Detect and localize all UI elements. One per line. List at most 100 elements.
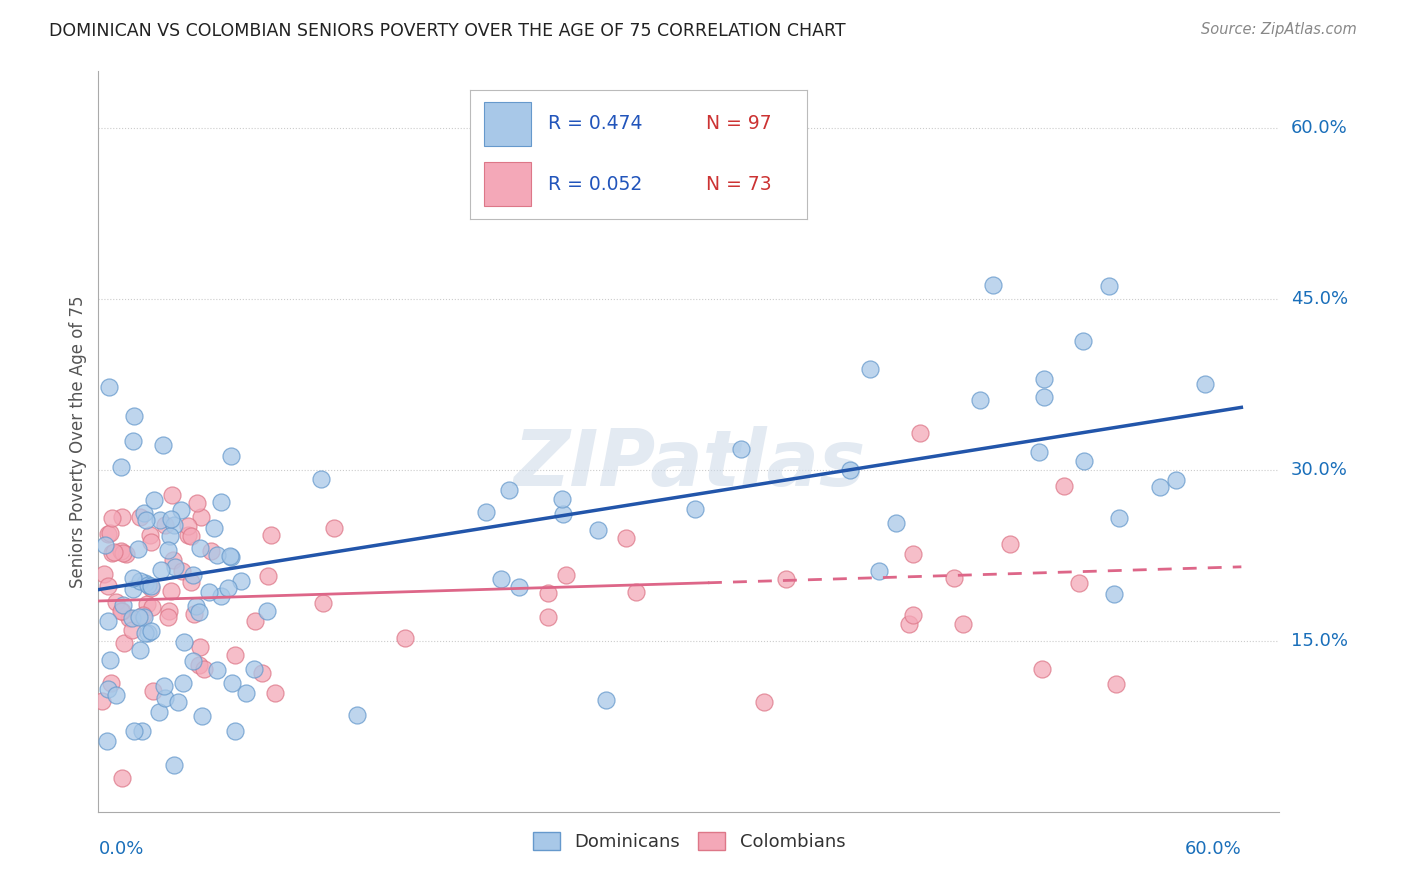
Point: [115, 548, 138, 562]
Point: [128, 574, 150, 589]
Point: [595, 693, 617, 707]
Point: [555, 568, 578, 582]
Point: [224, 723, 246, 738]
Point: [1102, 587, 1125, 601]
Point: [257, 568, 280, 582]
Point: [508, 580, 530, 594]
Point: [97, 526, 120, 541]
Point: [256, 604, 278, 618]
Point: [969, 393, 991, 408]
Point: [121, 582, 143, 597]
Point: [217, 581, 239, 595]
Point: [163, 518, 186, 533]
Point: [1194, 376, 1216, 391]
Point: [312, 596, 335, 610]
Point: [157, 603, 180, 617]
Point: [176, 518, 198, 533]
Point: [155, 690, 177, 705]
Y-axis label: Seniors Poverty Over the Age of 75: Seniors Poverty Over the Age of 75: [69, 295, 87, 588]
Point: [1073, 334, 1095, 349]
Point: [553, 508, 575, 522]
Point: [112, 598, 135, 612]
Point: [112, 546, 135, 560]
Point: [128, 610, 150, 624]
Point: [537, 610, 560, 624]
Point: [153, 517, 176, 532]
Point: [188, 605, 211, 619]
Point: [952, 616, 974, 631]
Point: [105, 595, 128, 609]
Point: [135, 597, 157, 611]
Point: [128, 643, 150, 657]
Point: [859, 362, 882, 376]
Text: 30.0%: 30.0%: [1291, 461, 1347, 479]
Point: [489, 572, 512, 586]
Point: [163, 757, 186, 772]
Point: [170, 503, 193, 517]
Point: [202, 521, 225, 535]
Point: [141, 600, 163, 615]
Point: [134, 625, 156, 640]
Point: [181, 568, 204, 582]
Point: [156, 542, 179, 557]
Text: 60.0%: 60.0%: [1185, 840, 1241, 858]
Point: [111, 604, 134, 618]
Point: [197, 585, 219, 599]
Point: [221, 676, 243, 690]
Point: [177, 528, 200, 542]
Point: [139, 534, 162, 549]
Point: [981, 277, 1004, 292]
Point: [229, 574, 252, 588]
Point: [1028, 445, 1050, 459]
Point: [1164, 473, 1187, 487]
Point: [135, 513, 157, 527]
Point: [134, 609, 156, 624]
Point: [127, 542, 149, 557]
Text: Source: ZipAtlas.com: Source: ZipAtlas.com: [1201, 22, 1357, 37]
Point: [134, 507, 156, 521]
Point: [110, 771, 132, 785]
Point: [93, 567, 115, 582]
Point: [186, 496, 208, 510]
Point: [943, 571, 966, 585]
Point: [394, 632, 416, 646]
Point: [90, 693, 112, 707]
Point: [188, 541, 211, 556]
Point: [868, 564, 890, 578]
Point: [142, 683, 165, 698]
Point: [138, 625, 160, 640]
Point: [1067, 576, 1090, 591]
Point: [219, 550, 242, 565]
Point: [898, 616, 921, 631]
Point: [162, 553, 184, 567]
Point: [188, 640, 211, 654]
Point: [910, 426, 932, 441]
Point: [121, 571, 143, 585]
Point: [94, 538, 117, 552]
Point: [110, 543, 132, 558]
Point: [193, 662, 215, 676]
Point: [128, 510, 150, 524]
Point: [901, 608, 924, 623]
Point: [152, 438, 174, 452]
Point: [112, 636, 135, 650]
Point: [311, 472, 333, 486]
Point: [187, 657, 209, 672]
Point: [243, 662, 266, 676]
Point: [173, 635, 195, 649]
Point: [498, 483, 520, 497]
Point: [838, 463, 860, 477]
Point: [775, 572, 797, 586]
Point: [243, 614, 266, 628]
Point: [224, 648, 246, 662]
Point: [685, 502, 707, 516]
Point: [101, 546, 124, 560]
Point: [252, 665, 274, 680]
Text: 60.0%: 60.0%: [1291, 120, 1347, 137]
Point: [98, 653, 121, 667]
Text: 15.0%: 15.0%: [1291, 632, 1347, 650]
Point: [346, 707, 368, 722]
Point: [141, 579, 163, 593]
Point: [322, 520, 344, 534]
Point: [159, 529, 181, 543]
